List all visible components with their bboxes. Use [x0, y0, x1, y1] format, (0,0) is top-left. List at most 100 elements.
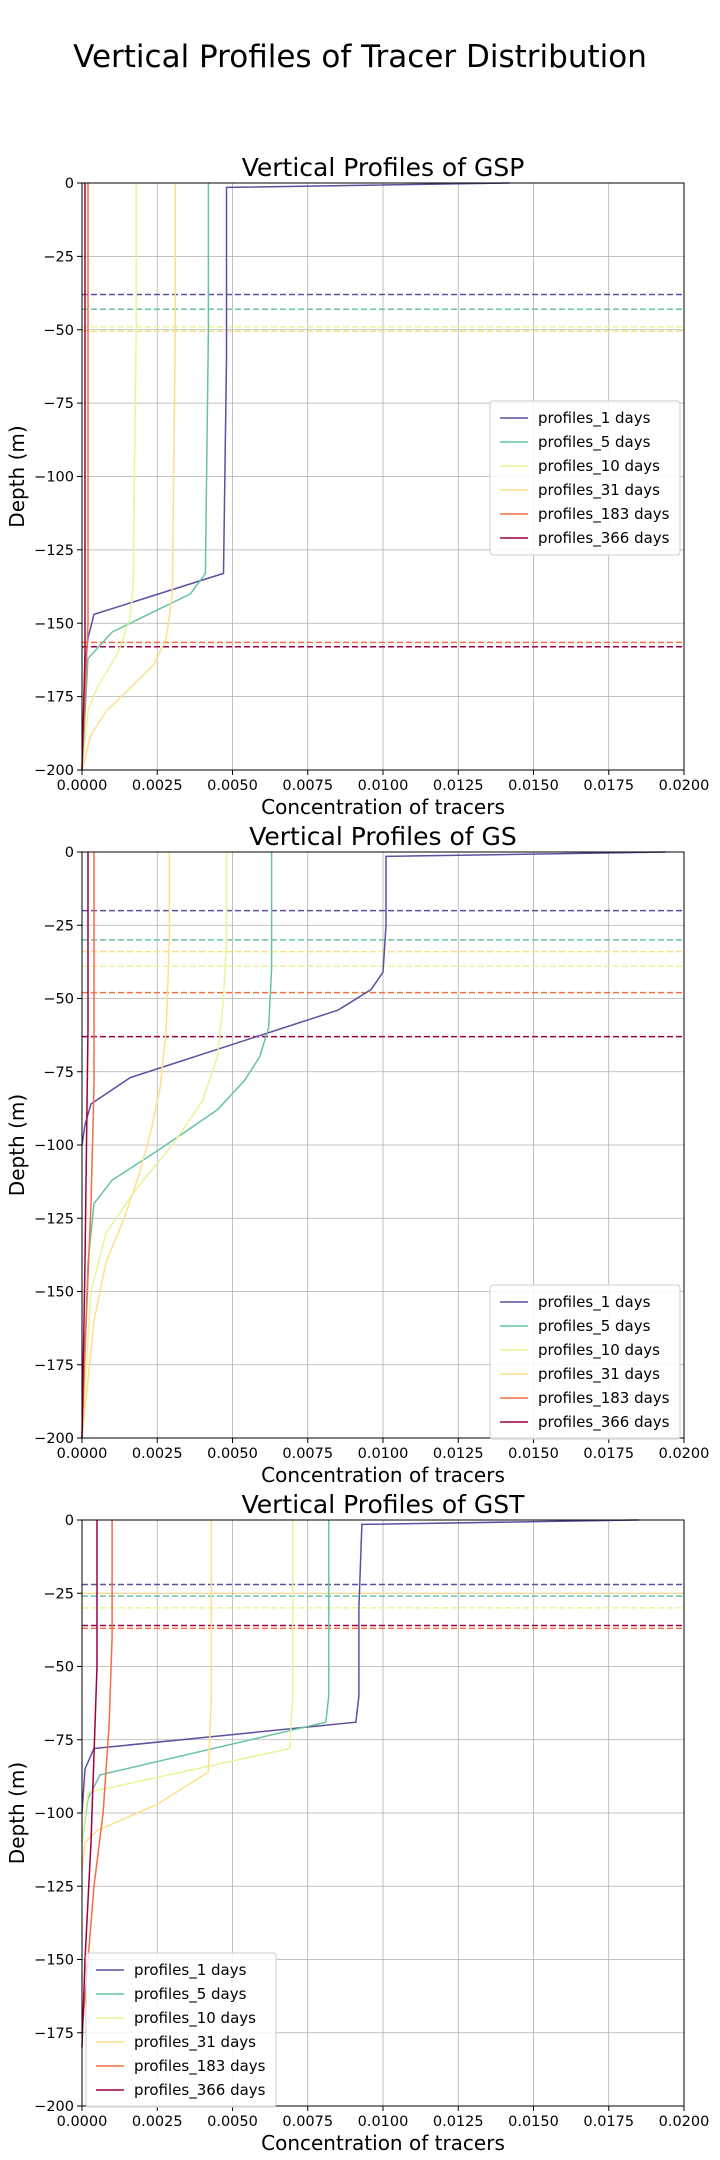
- legend: profiles_1 days profiles_5 days profiles_1…: [489, 400, 681, 556]
- legend-label-5: profiles_183 days: [134, 2057, 266, 2076]
- x-tick-label: 0.0050: [207, 2114, 258, 2130]
- x-tick-label: 0.0050: [207, 778, 258, 794]
- series-line-5: [81, 852, 95, 1439]
- x-tick-label: 0.0025: [132, 2114, 183, 2130]
- chart-title: Vertical Profiles of GST: [242, 1490, 526, 1519]
- y-tick-label: −175: [34, 2026, 74, 2042]
- y-axis-label: Depth (m): [5, 425, 29, 527]
- legend-label-3: profiles_10 days: [538, 457, 660, 476]
- x-tick-label: 0.0000: [57, 1446, 108, 1462]
- legend: profiles_1 days profiles_5 days profiles_1…: [85, 1952, 277, 2108]
- x-tick-label: 0.0050: [207, 1446, 258, 1462]
- y-tick-label: −75: [43, 396, 74, 412]
- series-line-3: [81, 1520, 294, 1843]
- series-line-1: [81, 1519, 639, 1814]
- x-axis-label: Concentration of tracers: [261, 2131, 505, 2155]
- legend-label-1: profiles_1 days: [538, 1293, 651, 1312]
- legend-box: [489, 400, 681, 556]
- y-tick-label: 0: [65, 845, 74, 861]
- series-line-4: [81, 852, 171, 1439]
- chart-panel-2: 0.0000 0.0025 0.0050 0.0075 0.0100 0.0125 0.01…: [5, 822, 709, 1487]
- x-axis-label: Concentration of tracers: [261, 795, 505, 819]
- y-tick-label: −125: [34, 1211, 74, 1227]
- series-line-6: [81, 852, 89, 1439]
- y-tick-label: −200: [34, 1431, 74, 1447]
- legend-label-6: profiles_366 days: [538, 529, 670, 548]
- x-tick-label: 0.0200: [659, 1446, 710, 1462]
- legend-label-6: profiles_366 days: [538, 1413, 670, 1432]
- y-tick-label: −50: [43, 1660, 74, 1676]
- x-tick-label: 0.0200: [659, 2114, 710, 2130]
- y-tick-label: −150: [34, 1285, 74, 1301]
- legend-label-3: profiles_10 days: [134, 2009, 256, 2028]
- y-tick-label: −100: [34, 1806, 74, 1822]
- y-tick-label: −125: [34, 1879, 74, 1895]
- y-tick-label: −150: [34, 616, 74, 632]
- legend-label-4: profiles_31 days: [538, 1365, 660, 1384]
- y-tick-label: −125: [34, 543, 74, 559]
- series-line-3: [81, 183, 137, 771]
- series-line-1: [81, 182, 510, 771]
- series-line-6: [81, 1520, 98, 2048]
- series-line-6: [81, 183, 86, 771]
- y-tick-label: −200: [34, 2099, 74, 2115]
- y-tick-label: −175: [34, 1358, 74, 1374]
- y-tick-label: −175: [34, 690, 74, 706]
- y-tick-label: −200: [34, 763, 74, 779]
- x-tick-label: 0.0075: [282, 2114, 333, 2130]
- legend-label-6: profiles_366 days: [134, 2081, 266, 2100]
- y-tick-label: −50: [43, 992, 74, 1008]
- figure-suptitle: Vertical Profiles of Tracer Distribution: [73, 39, 647, 75]
- x-tick-label: 0.0175: [583, 1446, 634, 1462]
- y-tick-label: −50: [43, 323, 74, 339]
- series-line-4: [81, 1520, 213, 1872]
- x-axis-label: Concentration of tracers: [261, 1463, 505, 1487]
- y-tick-label: −150: [34, 1953, 74, 1969]
- legend: profiles_1 days profiles_5 days profiles_1…: [489, 1284, 681, 1440]
- chart-panel-1: 0.0000 0.0025 0.0050 0.0075 0.0100 0.0125 0.01…: [5, 153, 709, 819]
- y-tick-label: −75: [43, 1065, 74, 1081]
- x-tick-label: 0.0175: [583, 2114, 634, 2130]
- series-line-2: [81, 852, 273, 1439]
- legend-label-1: profiles_1 days: [134, 1961, 247, 1980]
- x-tick-label: 0.0075: [282, 778, 333, 794]
- x-tick-label: 0.0000: [57, 778, 108, 794]
- series-line-4: [81, 183, 177, 771]
- chart-title: Vertical Profiles of GSP: [242, 153, 525, 182]
- legend-label-1: profiles_1 days: [538, 409, 651, 428]
- y-tick-label: −100: [34, 1138, 74, 1154]
- y-tick-label: 0: [65, 176, 74, 192]
- y-tick-label: −100: [34, 470, 74, 486]
- x-tick-label: 0.0200: [659, 778, 710, 794]
- x-tick-label: 0.0125: [433, 2114, 484, 2130]
- y-axis-label: Depth (m): [5, 1094, 29, 1196]
- x-tick-label: 0.0125: [433, 778, 484, 794]
- x-tick-label: 0.0025: [132, 1446, 183, 1462]
- legend-label-5: profiles_183 days: [538, 1389, 670, 1408]
- y-axis-label: Depth (m): [5, 1762, 29, 1864]
- y-tick-label: −75: [43, 1733, 74, 1749]
- legend-label-5: profiles_183 days: [538, 505, 670, 524]
- x-tick-label: 0.0150: [508, 778, 559, 794]
- series-line-3: [81, 852, 228, 1439]
- series-line-1: [81, 851, 666, 1146]
- legend-box: [489, 1284, 681, 1440]
- legend-label-4: profiles_31 days: [538, 481, 660, 500]
- legend-label-4: profiles_31 days: [134, 2033, 256, 2052]
- x-tick-label: 0.0150: [508, 2114, 559, 2130]
- x-tick-label: 0.0125: [433, 1446, 484, 1462]
- legend-label-2: profiles_5 days: [134, 1985, 247, 2004]
- y-tick-label: −25: [43, 1586, 74, 1602]
- chart-title: Vertical Profiles of GS: [249, 822, 517, 851]
- x-tick-label: 0.0100: [358, 778, 409, 794]
- legend-label-2: profiles_5 days: [538, 1317, 651, 1336]
- x-tick-label: 0.0025: [132, 778, 183, 794]
- y-tick-label: −25: [43, 918, 74, 934]
- series-line-2: [81, 183, 210, 771]
- x-tick-label: 0.0100: [358, 2114, 409, 2130]
- chart-panel-3: 0.0000 0.0025 0.0050 0.0075 0.0100 0.0125 0.01…: [5, 1490, 709, 2155]
- y-tick-label: −25: [43, 249, 74, 265]
- x-tick-label: 0.0075: [282, 1446, 333, 1462]
- x-tick-label: 0.0100: [358, 1446, 409, 1462]
